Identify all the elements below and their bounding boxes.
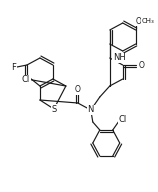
Text: O: O (75, 85, 81, 94)
Text: N: N (88, 105, 94, 114)
Text: Cl: Cl (22, 75, 30, 84)
Text: CH₃: CH₃ (142, 18, 154, 24)
Text: NH: NH (113, 54, 125, 63)
Text: S: S (51, 104, 57, 113)
Text: O: O (139, 60, 145, 70)
Text: Cl: Cl (119, 114, 127, 123)
Text: O: O (136, 17, 142, 26)
Text: F: F (12, 63, 16, 71)
